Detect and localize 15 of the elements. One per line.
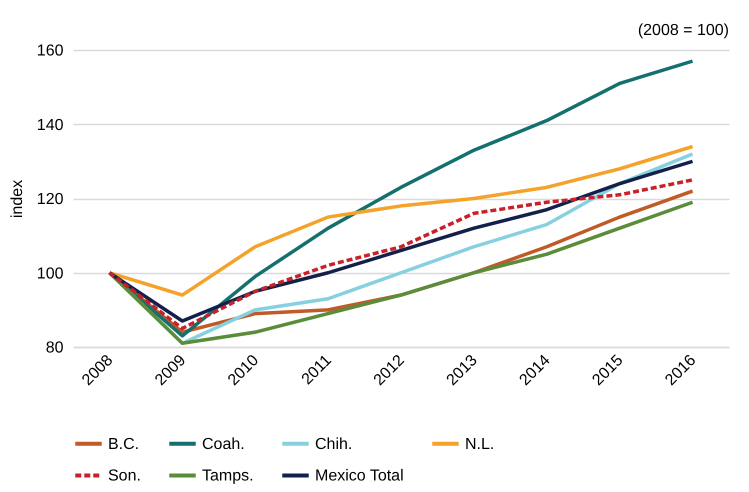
y-tick-label: 140 — [36, 116, 64, 134]
y-tick-label: 80 — [46, 340, 64, 356]
legend-label: Tamps. — [202, 468, 254, 484]
legend-label: B.C. — [108, 436, 140, 453]
line-series — [108, 144, 694, 297]
legend-label: Chih. — [315, 436, 352, 453]
y-tick-label: 100 — [36, 265, 64, 282]
legend-label: Mexico Total — [315, 468, 404, 484]
y-tick-label: 160 — [36, 42, 64, 60]
y-axis-title: index — [8, 180, 26, 218]
y-tick-label: 120 — [36, 191, 64, 208]
legend-label: Coah. — [202, 436, 245, 453]
legend-label: Son. — [108, 468, 141, 484]
text: (2008 = 100) — [638, 22, 729, 39]
legend-label: N.L. — [465, 436, 494, 453]
